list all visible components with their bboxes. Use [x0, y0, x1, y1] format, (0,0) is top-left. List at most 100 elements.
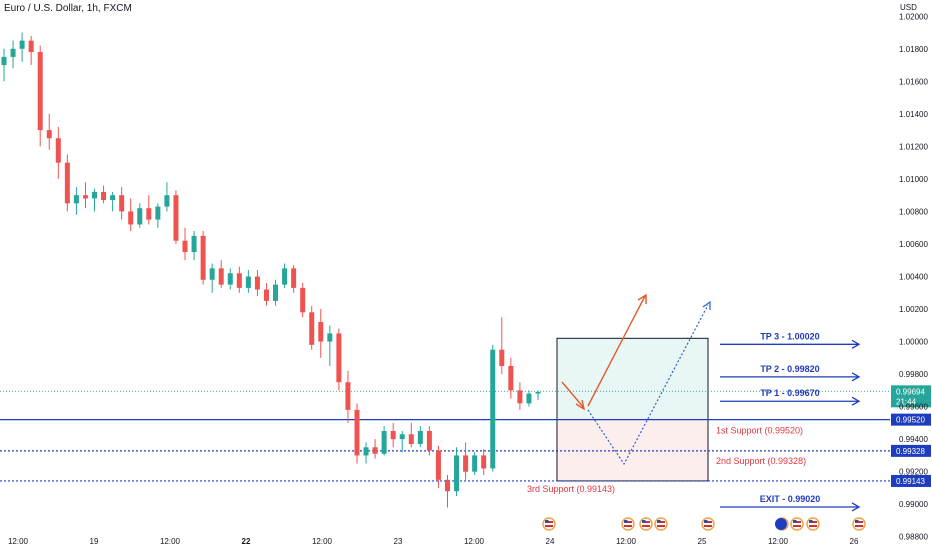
x-tick-label: 24 [546, 537, 555, 546]
candle-body [526, 393, 532, 404]
flag-canton [855, 520, 859, 523]
candle-body [119, 195, 125, 212]
support-2-price-tag [891, 444, 931, 457]
tp2-label: TP 2 - 0.99820 [760, 364, 819, 374]
support-2-price-text: 0.99328 [896, 447, 925, 456]
candle-body [309, 312, 315, 345]
candle-body [508, 365, 514, 391]
countdown-text: 21:44 [896, 397, 917, 406]
candle-body [454, 455, 460, 492]
flag-stripe [809, 521, 817, 523]
y-tick-label: 1.00200 [899, 305, 928, 314]
candle-body [73, 195, 79, 204]
y-tick-label: 0.98800 [899, 533, 928, 542]
candle-body [354, 409, 360, 456]
y-tick-label: 1.00400 [899, 273, 928, 282]
candle-body [300, 287, 306, 313]
candle-body [1, 56, 7, 66]
alternate-path [587, 304, 709, 466]
current-price-text: 0.99694 [896, 387, 925, 396]
chart-title: Euro / U.S. Dollar, 1h, FXCM [4, 3, 132, 14]
support-3-price-tag [891, 474, 931, 487]
candle-body [182, 240, 188, 253]
flag-canton [545, 520, 549, 523]
candle-body [10, 48, 16, 57]
support-3-price-text: 0.99143 [896, 477, 925, 486]
candle-body [381, 431, 387, 454]
position-box [556, 337, 709, 482]
flag-stripe [855, 525, 863, 527]
candle-body [408, 434, 414, 445]
candle-body [191, 235, 197, 253]
economic-events [542, 517, 866, 531]
support-1-price-text: 0.99520 [896, 416, 925, 425]
projection-head-up [637, 293, 647, 304]
flag-stripe [545, 525, 553, 527]
y-tick-label: 0.99200 [899, 468, 928, 477]
x-tick-label: 22 [242, 537, 251, 546]
flag-stripe [855, 521, 863, 523]
flag-stripe [657, 525, 665, 527]
flag-stripe [642, 521, 650, 523]
candle-body [200, 235, 206, 280]
candle-body [55, 138, 61, 163]
candle-body [327, 333, 333, 342]
x-tick-label: 12:00 [464, 537, 485, 546]
flag-canton [624, 520, 628, 523]
us-flag-icon [639, 517, 653, 531]
candle-body [218, 268, 224, 285]
candle-body [318, 322, 324, 342]
y-tick-label: 1.00800 [899, 207, 928, 216]
y-tick-label: 1.02000 [899, 12, 928, 21]
flag-stripe [809, 525, 817, 527]
us-flag-icon [806, 517, 820, 531]
flag-canton [809, 520, 813, 523]
candle-body [110, 195, 116, 201]
y-tick-label: 1.00600 [899, 240, 928, 249]
y-tick-label: 0.99800 [899, 370, 928, 379]
tp1-arrow-head [851, 396, 861, 406]
candle-body [345, 382, 351, 410]
support3-label: 3rd Support (0.99143) [527, 484, 615, 494]
flag-stripe [642, 525, 650, 527]
flag-stripe [624, 521, 632, 523]
candle-body [245, 276, 251, 288]
drawings: TP 3 - 1.00020 TP 2 - 0.99820 TP 1 - 0.996… [527, 293, 861, 512]
candle-body [499, 349, 505, 366]
support1-label: 1st Support (0.99520) [716, 426, 803, 436]
flag-stripe [657, 521, 665, 523]
candle-body [209, 268, 215, 280]
x-tick-label: 12:00 [160, 537, 181, 546]
candle-body [282, 268, 288, 285]
candle-body [273, 284, 279, 301]
x-tick-label: 12:00 [312, 537, 333, 546]
exit-label: EXIT - 0.99020 [760, 494, 821, 504]
y-tick-label: 1.00000 [899, 338, 928, 347]
y-tick-label: 0.99400 [899, 435, 928, 444]
candle-body [92, 191, 98, 199]
target-zone [557, 338, 708, 420]
candle-body [463, 455, 469, 472]
us-flag-icon [542, 517, 556, 531]
candle-body [101, 191, 107, 201]
candle-body [517, 390, 523, 404]
support2-label: 2nd Support (0.99328) [716, 456, 806, 466]
tp2-arrow-head [851, 372, 861, 382]
us-flag-icon [701, 517, 715, 531]
y-tick-label: 1.01200 [899, 142, 928, 151]
candles [1, 32, 541, 508]
us-flag-icon [790, 517, 804, 531]
x-tick-label: 25 [698, 537, 707, 546]
us-flag-icon [621, 517, 635, 531]
y-tick-label: 1.01800 [899, 45, 928, 54]
projection-leg-up [587, 295, 646, 407]
candle-body [146, 208, 152, 220]
tp3-arrow-head [851, 339, 861, 349]
candle-body [435, 450, 441, 480]
candle-body [399, 434, 405, 440]
candle-body [390, 431, 396, 440]
candle-body [263, 289, 269, 301]
flag-stripe [704, 525, 712, 527]
